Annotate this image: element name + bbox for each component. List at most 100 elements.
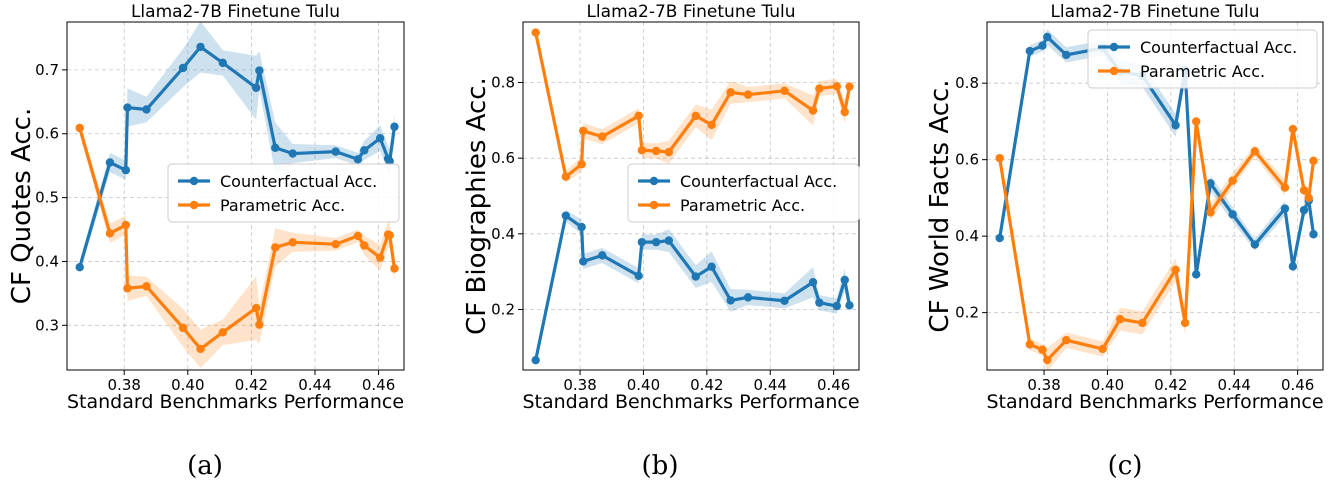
- data-point: [845, 301, 854, 310]
- data-point: [832, 301, 842, 311]
- legend-swatch-marker: [189, 200, 199, 210]
- data-point: [1206, 179, 1215, 188]
- legend-swatch-marker: [649, 176, 659, 186]
- data-point: [815, 298, 824, 307]
- y-tick-label: 0.5: [35, 189, 59, 207]
- data-point: [637, 146, 647, 155]
- x-tick-label: 0.40: [1091, 376, 1124, 394]
- data-point: [1025, 340, 1034, 349]
- y-axis-label: CF World Facts Acc.: [925, 79, 955, 332]
- y-tick-label: 0.6: [35, 125, 59, 143]
- data-point: [1043, 355, 1052, 365]
- y-tick-label: 0.4: [35, 252, 59, 270]
- data-point: [1192, 270, 1201, 279]
- data-point: [123, 284, 132, 293]
- data-point: [726, 296, 735, 305]
- data-point: [375, 134, 385, 143]
- tick-labels: 0.38 0.40 0.42 0.44 0.46 0.2 0.4 0.6 0.8: [955, 74, 1314, 394]
- y-axis-label: CF Quotes Acc.: [7, 108, 37, 304]
- data-point: [271, 243, 280, 252]
- data-point: [995, 233, 1004, 243]
- plot-area: [531, 28, 854, 365]
- data-point: [1304, 193, 1313, 203]
- x-tick-label: 0.46: [1281, 376, 1314, 394]
- x-tick-label: 0.46: [817, 376, 850, 394]
- data-point: [255, 66, 264, 75]
- y-tick-label: 0.4: [955, 227, 979, 245]
- data-point: [360, 146, 369, 155]
- confidence-band: [79, 22, 395, 274]
- plot-area: [995, 29, 1318, 370]
- data-point: [331, 147, 340, 156]
- data-point: [121, 220, 131, 230]
- tick-labels: 0.38 0.40 0.42 0.44 0.46 0.3 0.4 0.5 0.6 0.7: [35, 61, 395, 394]
- data-point: [142, 105, 151, 114]
- data-point: [1025, 46, 1034, 56]
- data-point: [255, 320, 264, 329]
- grid-lines: [523, 22, 859, 370]
- legend-entry: Parametric Acc.: [680, 196, 805, 215]
- data-point: [385, 157, 394, 166]
- series-parametric: [995, 113, 1318, 370]
- data-point: [75, 123, 84, 133]
- x-tick-label: 0.38: [1027, 376, 1060, 394]
- data-point: [664, 236, 674, 245]
- legend: Counterfactual Acc. Parametric Acc.: [1087, 29, 1318, 89]
- y-tick-label: 0.6: [955, 151, 979, 169]
- data-point: [577, 160, 586, 169]
- data-point: [196, 42, 205, 52]
- data-point: [634, 271, 643, 281]
- data-point: [845, 82, 854, 91]
- legend-box: [627, 163, 860, 223]
- x-tick-label: 0.40: [627, 376, 660, 394]
- data-point: [390, 122, 399, 131]
- data-point: [1250, 240, 1260, 249]
- x-axis-label: Standard Benchmarks Performance: [67, 391, 404, 413]
- x-tick-label: 0.46: [362, 376, 395, 394]
- data-point: [178, 63, 188, 73]
- data-point: [691, 272, 700, 281]
- series-parametric: [75, 121, 399, 369]
- y-tick-label: 0.4: [491, 225, 515, 243]
- data-point: [1043, 32, 1052, 42]
- data-point: [196, 344, 205, 354]
- data-point: [1280, 183, 1290, 192]
- data-point: [808, 278, 818, 287]
- data-point: [832, 82, 842, 91]
- series-parametric: [531, 28, 854, 183]
- chart-title: Llama2-7B Finetune Tulu: [586, 2, 795, 22]
- legend-box: [1087, 29, 1318, 89]
- series-line: [534, 30, 852, 179]
- data-point: [707, 120, 716, 130]
- confidence-band: [79, 121, 395, 369]
- data-point: [123, 103, 132, 112]
- data-point: [637, 237, 647, 247]
- data-point: [579, 257, 588, 266]
- plot-area: [75, 22, 399, 369]
- data-point: [288, 238, 297, 247]
- data-point: [1288, 124, 1298, 134]
- x-tick-label: 0.38: [563, 376, 596, 394]
- data-point: [726, 88, 735, 97]
- data-point: [375, 253, 385, 262]
- data-point: [743, 293, 753, 302]
- x-tick-label: 0.44: [298, 376, 331, 394]
- data-point: [743, 90, 753, 99]
- data-point: [1115, 314, 1125, 324]
- data-point: [218, 328, 227, 337]
- data-point: [1250, 147, 1260, 156]
- data-point: [561, 172, 570, 181]
- data-point: [707, 262, 716, 271]
- data-point: [651, 237, 661, 247]
- data-point: [651, 146, 661, 156]
- panel-caption: (a): [187, 451, 223, 481]
- data-point: [1138, 318, 1147, 328]
- x-axis-label: Standard Benchmarks Performance: [522, 391, 859, 413]
- y-tick-label: 0.8: [491, 74, 515, 92]
- data-point: [780, 86, 789, 96]
- panel-caption: (b): [642, 451, 679, 481]
- data-point: [808, 106, 818, 115]
- y-tick-label: 0.6: [491, 149, 515, 167]
- panel-caption: (c): [1108, 451, 1143, 481]
